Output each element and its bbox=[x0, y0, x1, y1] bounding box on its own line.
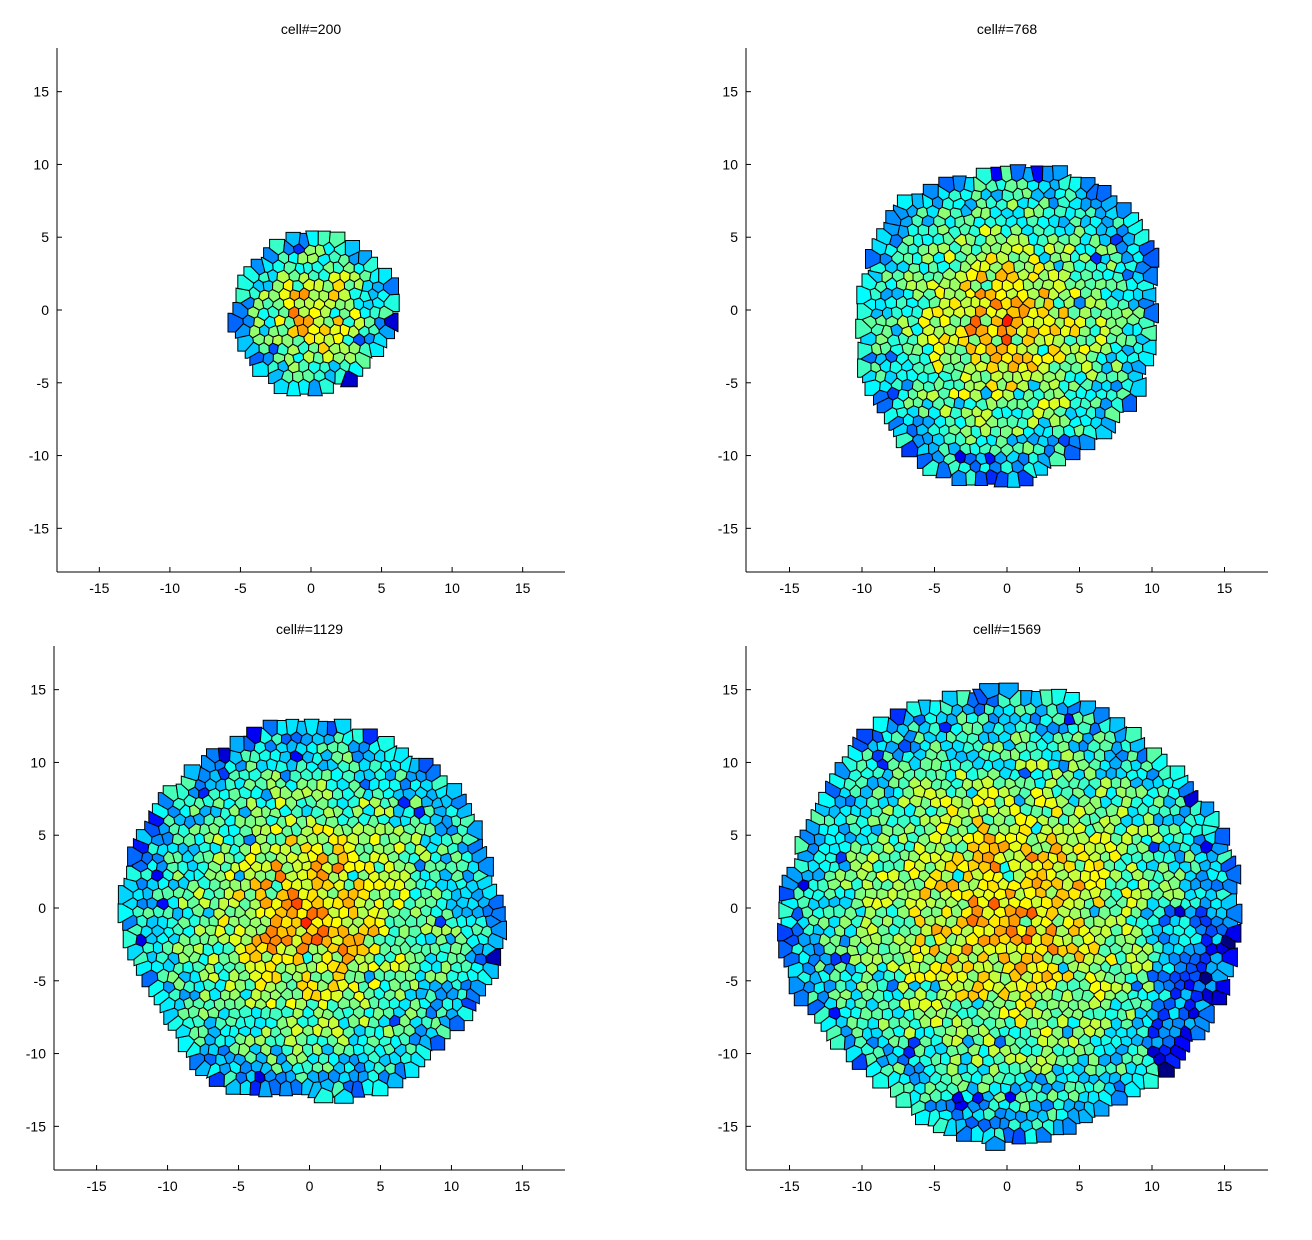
y-tick-label: 15 bbox=[722, 682, 738, 698]
cell-polygon bbox=[1140, 324, 1157, 341]
cell-polygon bbox=[1143, 303, 1159, 324]
y-tick-label: 5 bbox=[41, 229, 49, 245]
x-tick-label: 5 bbox=[378, 580, 386, 596]
y-tick-label: 0 bbox=[41, 302, 49, 318]
x-tick-label: 15 bbox=[515, 580, 531, 596]
x-tick-label: -10 bbox=[852, 1178, 872, 1194]
y-tick-label: 10 bbox=[722, 754, 738, 770]
cell-mesh bbox=[117, 718, 507, 1104]
y-tick-label: 10 bbox=[30, 754, 46, 770]
chart-title: cell#=200 bbox=[281, 21, 342, 37]
x-tick-label: -10 bbox=[157, 1178, 177, 1194]
y-tick-label: -5 bbox=[726, 973, 739, 989]
x-tick-label: 0 bbox=[1003, 580, 1011, 596]
x-tick-label: 5 bbox=[1076, 1178, 1084, 1194]
x-tick-label: 10 bbox=[1144, 580, 1160, 596]
x-tick-label: 0 bbox=[1003, 1178, 1011, 1194]
axes: -15 -10 -5 0 5 10 15 15 10 5 0 -5 -10 -15 bbox=[718, 48, 1268, 596]
x-tick-label: -15 bbox=[86, 1178, 106, 1194]
cell-polygon bbox=[963, 177, 975, 193]
cell-polygon bbox=[1080, 177, 1096, 194]
y-tick-label: 15 bbox=[33, 84, 49, 100]
y-tick-label: -10 bbox=[718, 448, 738, 464]
y-tick-label: 15 bbox=[30, 682, 46, 698]
chart-title: cell#=1569 bbox=[973, 621, 1041, 637]
cell-polygon bbox=[928, 700, 942, 717]
panel-cell-1129: -15 -10 -5 0 5 10 15 15 10 5 0 -5 -10 -15 cell#=1129 bbox=[26, 621, 565, 1194]
y-tick-label: -10 bbox=[26, 1046, 46, 1062]
y-tick-label: -5 bbox=[37, 375, 50, 391]
cell-polygon bbox=[393, 747, 409, 764]
x-tick-label: 10 bbox=[1144, 1178, 1160, 1194]
y-tick-label: 0 bbox=[730, 302, 738, 318]
panel-cell-768: -15 -10 -5 0 5 10 15 15 10 5 0 -5 -10 -15 cell#=768 bbox=[718, 21, 1268, 596]
x-tick-label: 15 bbox=[515, 1178, 531, 1194]
y-tick-label: 10 bbox=[722, 156, 738, 172]
y-tick-label: -5 bbox=[726, 375, 739, 391]
cell-polygon bbox=[1095, 185, 1112, 203]
cell-mesh bbox=[777, 682, 1243, 1151]
panel-cell-200: -15 -10 -5 0 5 10 15 15 10 5 0 -5 -10 -15 cell#=200 bbox=[29, 21, 565, 596]
cell-polygon bbox=[1051, 165, 1068, 182]
axes: -15 -10 -5 0 5 10 15 15 10 5 0 -5 -10 -15 bbox=[29, 48, 565, 596]
x-tick-label: 15 bbox=[1217, 580, 1233, 596]
cell-mesh bbox=[855, 164, 1160, 488]
x-tick-label: 5 bbox=[1076, 580, 1084, 596]
x-tick-label: -10 bbox=[160, 580, 180, 596]
y-tick-label: -10 bbox=[29, 448, 49, 464]
x-tick-label: 0 bbox=[306, 1178, 314, 1194]
y-tick-label: -15 bbox=[29, 520, 49, 536]
cell-polygon bbox=[1041, 165, 1054, 183]
cell-polygon bbox=[1039, 689, 1053, 707]
x-tick-label: -5 bbox=[232, 1178, 245, 1194]
cell-polygon bbox=[1214, 827, 1231, 846]
x-tick-label: -15 bbox=[89, 580, 109, 596]
cell-polygon bbox=[378, 267, 392, 285]
y-tick-label: 5 bbox=[730, 827, 738, 843]
x-tick-label: -15 bbox=[779, 1178, 799, 1194]
cell-polygon bbox=[383, 312, 399, 333]
cell-polygon bbox=[490, 905, 506, 923]
y-tick-label: -15 bbox=[718, 1118, 738, 1134]
x-tick-label: 0 bbox=[307, 580, 315, 596]
cell-polygon bbox=[1020, 690, 1033, 707]
y-tick-label: 5 bbox=[38, 827, 46, 843]
y-tick-label: -15 bbox=[718, 520, 738, 536]
chart-title: cell#=1129 bbox=[276, 621, 343, 637]
cell-polygon bbox=[229, 735, 245, 754]
y-tick-label: 15 bbox=[722, 84, 738, 100]
x-tick-label: -5 bbox=[928, 580, 941, 596]
y-tick-label: 0 bbox=[730, 900, 738, 916]
x-tick-label: -10 bbox=[852, 580, 872, 596]
x-tick-label: -15 bbox=[779, 580, 799, 596]
cell-polygon bbox=[1142, 247, 1160, 268]
cell-polygon bbox=[328, 231, 346, 249]
cell-polygon bbox=[418, 757, 434, 774]
x-tick-label: 10 bbox=[444, 1178, 460, 1194]
y-tick-label: -15 bbox=[26, 1118, 46, 1134]
cell-polygon bbox=[1053, 1118, 1065, 1136]
y-tick-label: 5 bbox=[730, 229, 738, 245]
y-tick-label: -5 bbox=[34, 973, 47, 989]
x-tick-label: 15 bbox=[1217, 1178, 1233, 1194]
x-tick-label: -5 bbox=[928, 1178, 941, 1194]
cell-polygon bbox=[333, 718, 352, 735]
y-tick-label: 10 bbox=[33, 156, 49, 172]
cell-mesh bbox=[227, 230, 400, 397]
x-tick-label: 10 bbox=[444, 580, 460, 596]
y-tick-label: 0 bbox=[38, 900, 46, 916]
y-tick-label: -10 bbox=[718, 1046, 738, 1062]
panel-cell-1569: -15 -10 -5 0 5 10 15 15 10 5 0 -5 -10 -15 cell#=1569 bbox=[718, 621, 1268, 1194]
x-tick-label: 5 bbox=[377, 1178, 385, 1194]
x-tick-label: -5 bbox=[234, 580, 247, 596]
chart-title: cell#=768 bbox=[977, 21, 1038, 37]
cell-polygon bbox=[1124, 334, 1138, 348]
cell-polygon bbox=[344, 240, 360, 258]
